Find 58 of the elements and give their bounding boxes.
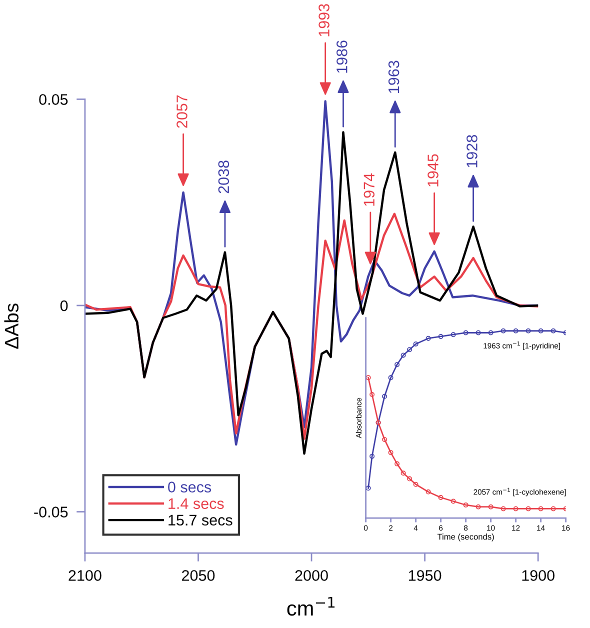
point [476, 330, 481, 336]
point [370, 454, 375, 459]
point [394, 362, 400, 368]
x-tick-label: 2000 [295, 570, 328, 581]
point [438, 495, 444, 500]
point [538, 328, 544, 334]
annotation: 1928 [466, 135, 478, 168]
y-tick-label: 0.05 [39, 94, 68, 105]
annotation: 2057 [176, 95, 188, 128]
annotation: 1974 [364, 173, 375, 206]
annotation: 1993 [318, 4, 330, 36]
point [413, 482, 418, 487]
point [450, 332, 456, 338]
annotation: 1963 [388, 60, 400, 93]
point [388, 375, 394, 380]
y-tick-label: 0 [60, 300, 68, 312]
x-tick-label: 1900 [522, 570, 554, 581]
point [370, 392, 375, 398]
point [450, 498, 456, 504]
annotation: 1986 [336, 40, 348, 73]
point [394, 461, 400, 466]
point [550, 506, 556, 512]
point [500, 506, 506, 512]
point [382, 394, 388, 399]
point [513, 506, 518, 512]
point [438, 334, 444, 339]
legend-label: 1.4 secs [168, 498, 224, 510]
y-axis-title: ΔAbs [4, 304, 19, 349]
point [476, 504, 481, 510]
point [463, 502, 468, 508]
point [400, 352, 406, 358]
point [526, 328, 531, 334]
point [407, 476, 412, 482]
point [426, 336, 431, 341]
point [407, 347, 412, 352]
point [463, 330, 468, 336]
point [426, 489, 431, 494]
point [513, 328, 518, 334]
x-axis-title: Time (seconds) [437, 534, 494, 542]
x-axis-title: cm$^{−1}$ [287, 596, 335, 616]
x-tick-label: 2100 [68, 570, 102, 581]
point [488, 330, 494, 336]
point [538, 506, 544, 512]
point [400, 470, 406, 476]
point [488, 504, 494, 510]
point [550, 328, 556, 334]
x-tick-label: 2050 [182, 570, 215, 581]
y-tick-label: -0.05 [34, 506, 68, 518]
point [413, 341, 418, 346]
point [388, 450, 394, 456]
annotation: 1945 [428, 154, 438, 186]
legend-label: 0 secs [168, 482, 212, 492]
point [500, 328, 506, 334]
annotation: 2038 [218, 160, 230, 194]
legend-label: 15.7 secs [168, 514, 232, 526]
point [382, 436, 388, 442]
point [526, 506, 531, 512]
x-tick-label: 1950 [408, 570, 442, 581]
